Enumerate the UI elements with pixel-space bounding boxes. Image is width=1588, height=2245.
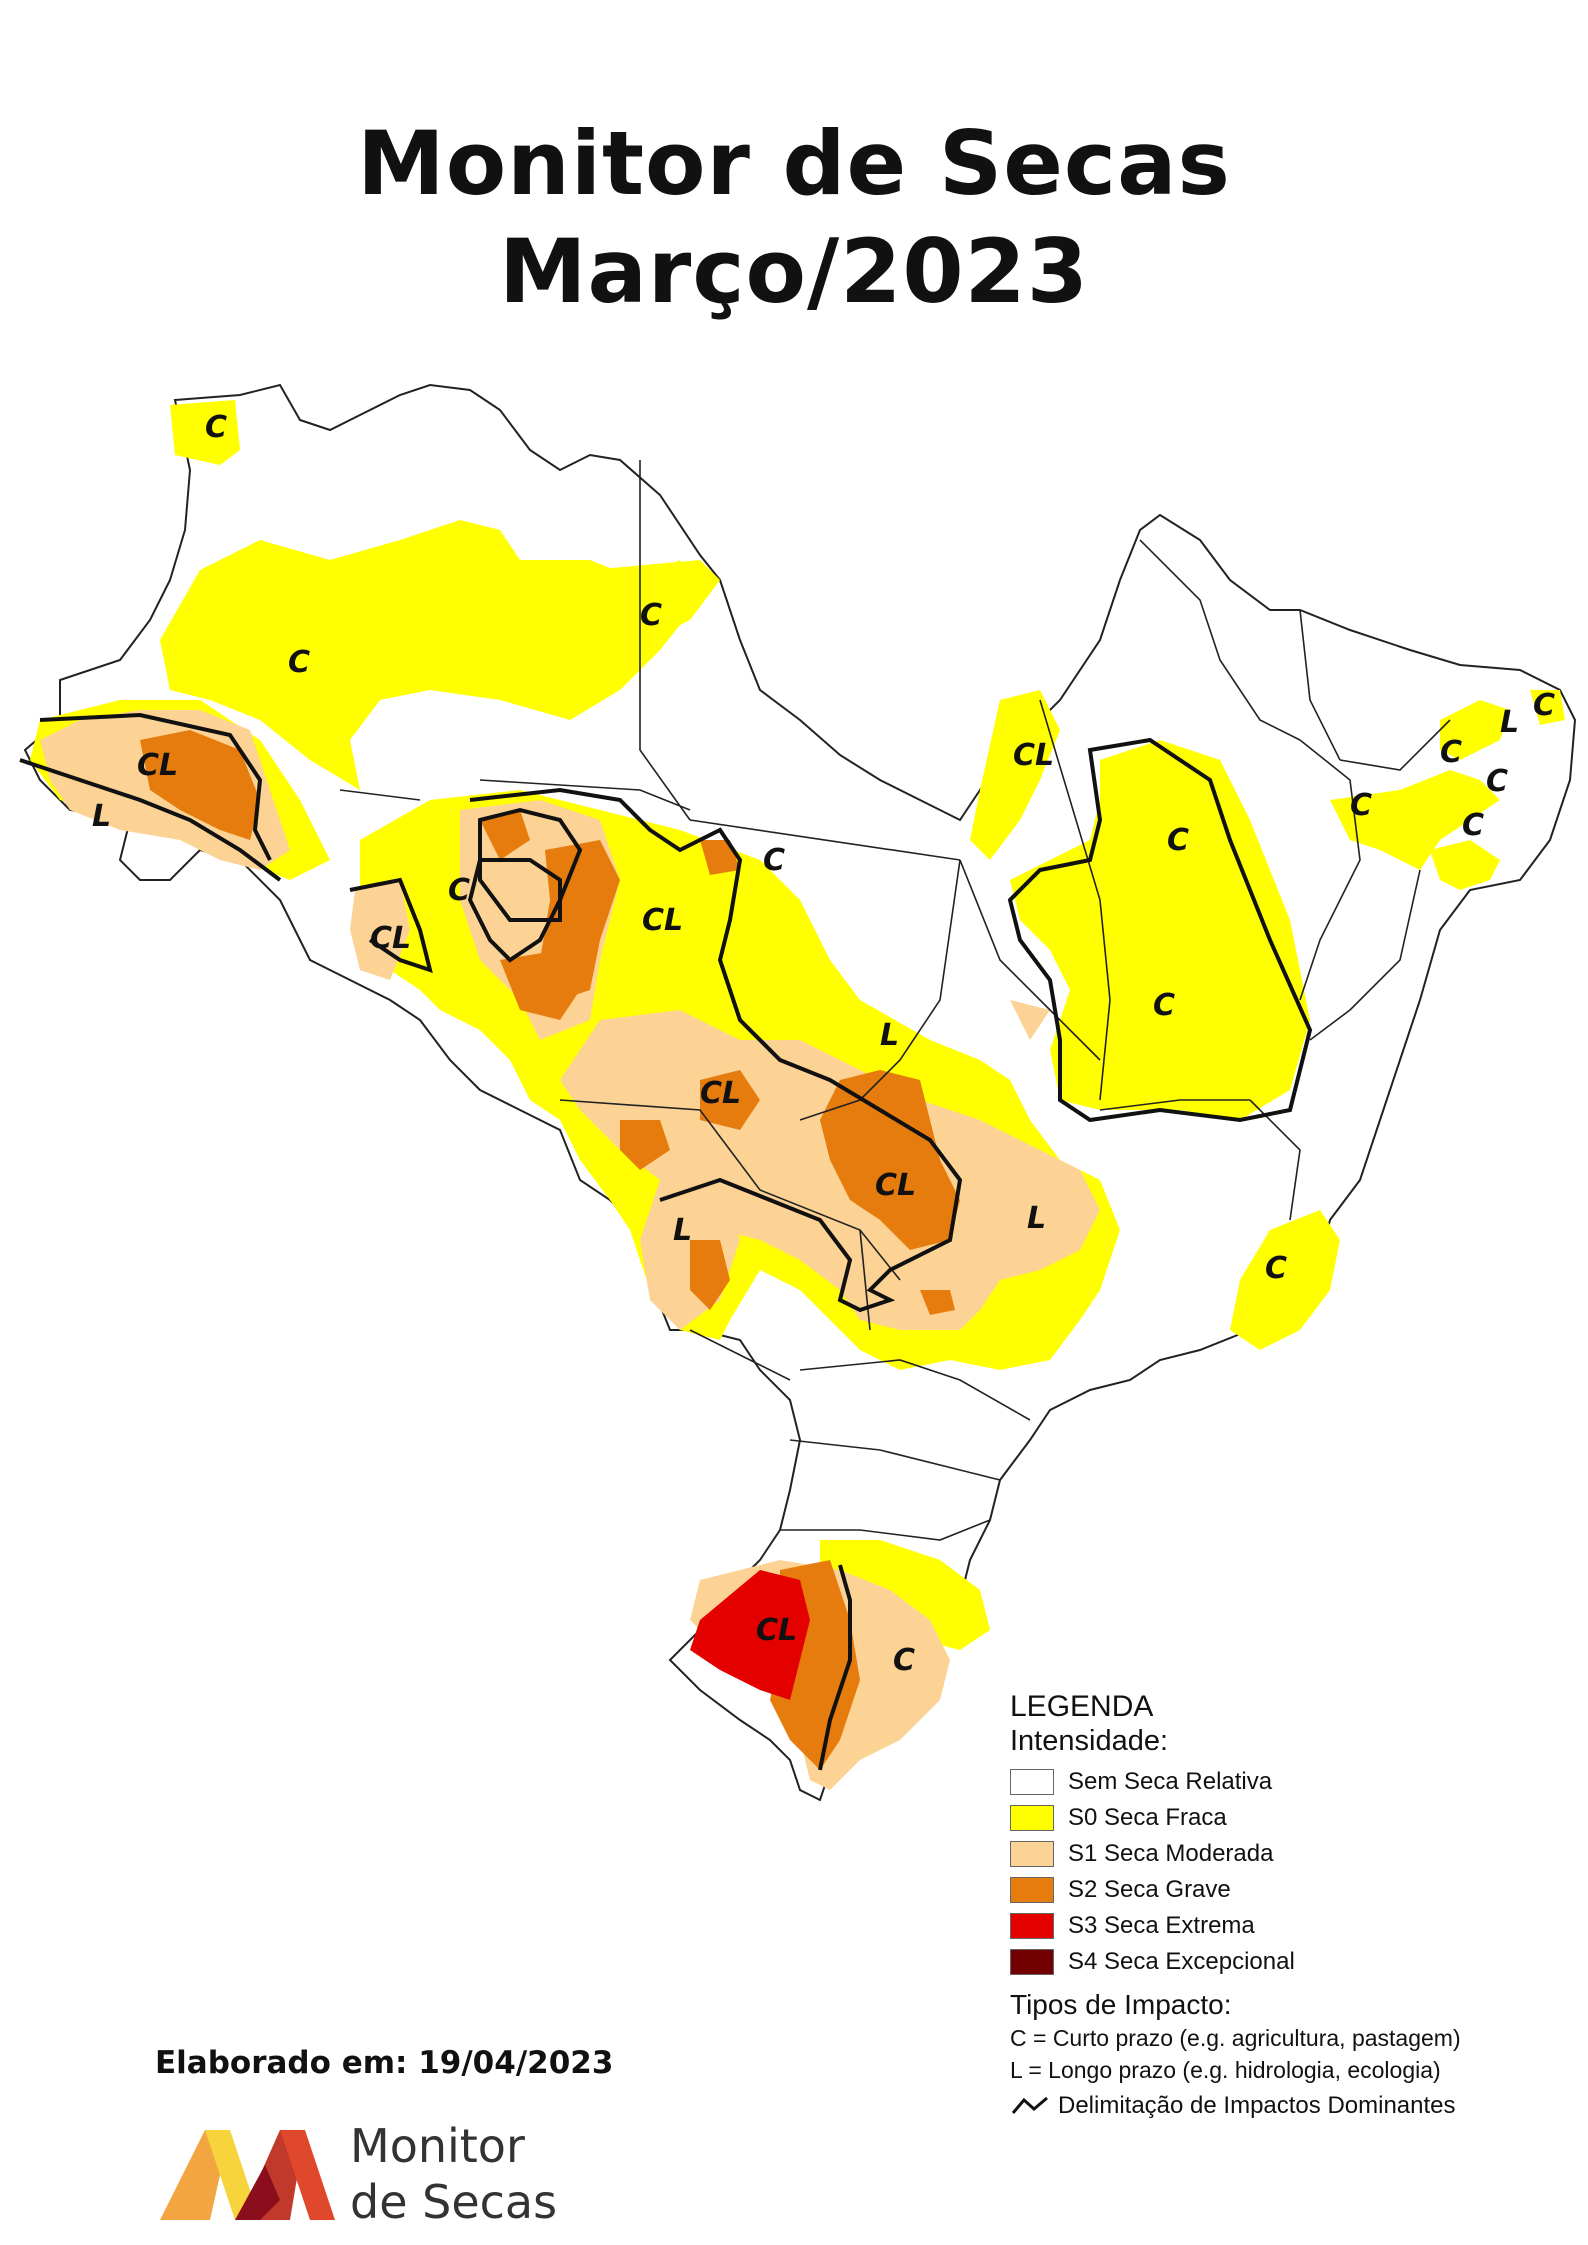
legend-heading: LEGENDA xyxy=(1010,1690,1154,1723)
zone-label: C xyxy=(1153,988,1175,1023)
zone-label: CL xyxy=(137,748,178,783)
legend-item-s3: S3 Seca Extrema xyxy=(1010,1908,1580,1944)
logo-line-1: Monitor xyxy=(350,2119,525,2173)
impact-item-long: L = Longo prazo (e.g. hidrologia, ecolog… xyxy=(1010,2057,1441,2083)
legend-item-s1: S1 Seca Moderada xyxy=(1010,1836,1580,1872)
legend-label: S2 Seca Grave xyxy=(1068,1876,1231,1903)
legend-swatch xyxy=(1010,1949,1054,1975)
legend-label: Sem Seca Relativa xyxy=(1068,1768,1273,1795)
zone-label: L xyxy=(880,1018,899,1053)
title-line-1: Monitor de Secas xyxy=(357,112,1231,215)
impact-delimitation-lines xyxy=(19,712,1313,1771)
zone-label: L xyxy=(673,1213,692,1248)
legend-swatch xyxy=(1010,1913,1054,1939)
monitor-de-secas-logo-icon xyxy=(160,2130,335,2220)
zone-label: L xyxy=(1500,705,1519,740)
s2-zones xyxy=(140,730,960,1770)
legend-item-s4: S4 Seca Excepcional xyxy=(1010,1944,1580,1980)
zone-label: C xyxy=(893,1643,915,1678)
logo-text: Monitor de Secas xyxy=(350,2118,557,2230)
zone-label: C xyxy=(1167,823,1189,858)
map-title: Monitor de Secas Março/2023 xyxy=(0,110,1588,326)
legend-swatch xyxy=(1010,1805,1054,1831)
legend-label: S1 Seca Moderada xyxy=(1068,1840,1274,1867)
legend-delimitation: Delimitação de Impactos Dominantes xyxy=(1010,2092,1580,2120)
zone-label: C xyxy=(1533,688,1555,723)
legend-item-s2: S2 Seca Grave xyxy=(1010,1872,1580,1908)
zone-label: C xyxy=(640,598,662,633)
impact-type-labels: C C C CL L C CL CL C L CL CL L L CL C C … xyxy=(92,410,1555,1678)
zone-label: C xyxy=(448,873,470,908)
credit-date: Elaborado em: 19/04/2023 xyxy=(155,2045,614,2081)
zone-label: L xyxy=(92,799,111,834)
legend-label: S0 Seca Fraca xyxy=(1068,1804,1227,1831)
impact-item-short: C = Curto prazo (e.g. agricultura, pasta… xyxy=(1010,2025,1461,2051)
legend-swatch xyxy=(1010,1769,1054,1795)
zone-label: C xyxy=(205,410,227,445)
zone-label: CL xyxy=(875,1168,916,1203)
delimitation-line-icon xyxy=(1011,2096,1048,2114)
state-borders xyxy=(339,460,1451,1541)
title-line-2: Março/2023 xyxy=(498,220,1090,323)
zone-label: CL xyxy=(1013,738,1054,773)
zone-label: C xyxy=(288,645,310,680)
zone-label: C xyxy=(1265,1251,1287,1286)
s3-zones xyxy=(690,1570,810,1700)
zone-label: CL xyxy=(370,921,411,956)
zone-label: CL xyxy=(700,1076,741,1111)
zone-label: CL xyxy=(642,903,683,938)
legend-swatch xyxy=(1010,1877,1054,1903)
zone-label: CL xyxy=(756,1613,797,1648)
legend-label: S3 Seca Extrema xyxy=(1068,1912,1255,1939)
zone-label: C xyxy=(1486,764,1508,799)
legend-label: S4 Seca Excepcional xyxy=(1068,1948,1295,1975)
delimitation-label: Delimitação de Impactos Dominantes xyxy=(1058,2092,1456,2119)
logo-line-2: de Secas xyxy=(350,2175,558,2229)
legend-item-s0: S0 Seca Fraca xyxy=(1010,1800,1580,1836)
zone-label: C xyxy=(1440,735,1462,770)
zone-label: C xyxy=(763,843,785,878)
zone-label: L xyxy=(1027,1201,1046,1236)
legend: LEGENDA Intensidade: Sem Seca Relativa S… xyxy=(1010,1690,1580,2120)
zone-label: C xyxy=(1350,788,1372,823)
legend-item-none: Sem Seca Relativa xyxy=(1010,1764,1580,1800)
legend-subheading: Intensidade: xyxy=(1010,1725,1169,1757)
legend-swatch xyxy=(1010,1841,1054,1867)
zone-label: C xyxy=(1462,808,1484,843)
impact-heading: Tipos de Impacto: xyxy=(1010,1989,1232,2020)
